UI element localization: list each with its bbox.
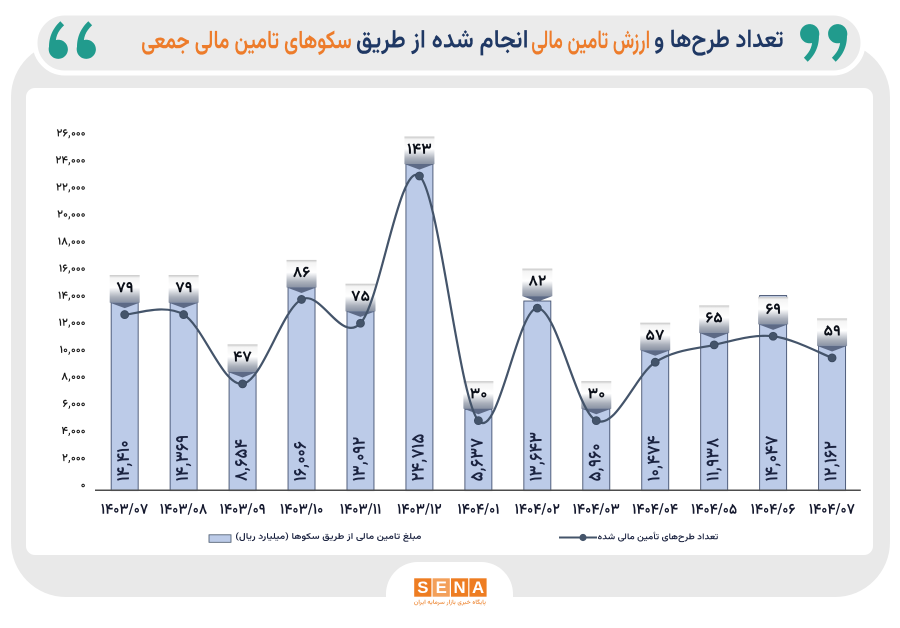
svg-text:N: N	[454, 578, 466, 597]
svg-text:A: A	[472, 578, 484, 597]
svg-text:E: E	[436, 578, 447, 597]
svg-text:S: S	[417, 578, 428, 597]
